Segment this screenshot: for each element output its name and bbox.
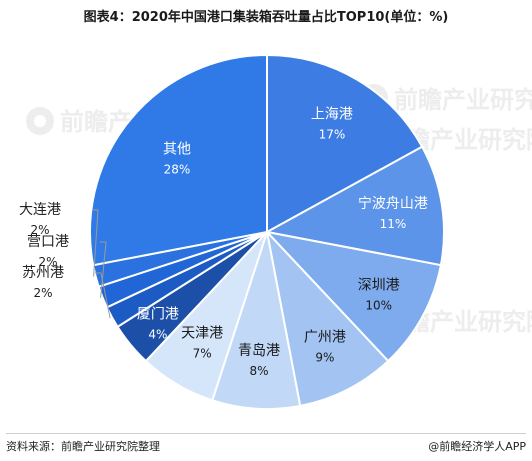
slice-label: 天津港 (181, 326, 223, 342)
slice-value-label: 9% (315, 351, 334, 365)
slice-value-label: 28% (164, 163, 191, 177)
pie-slice (266, 53, 424, 234)
pie-slice (265, 228, 390, 408)
footer: 资料来源：前瞻产业研究院整理 @前瞻经济学人APP (6, 433, 526, 455)
slice-label: 上海港 (311, 106, 353, 122)
slice-label: 苏州港 (22, 265, 64, 281)
slice-value-label: 7% (193, 347, 212, 361)
pie-slice (211, 231, 302, 410)
slice-label: 大连港 (19, 202, 61, 218)
slice-value-label: 2% (38, 255, 57, 269)
pie-slice (264, 145, 445, 267)
brand-credit: @前瞻经济学人APP (428, 440, 526, 453)
leader-line (95, 272, 111, 319)
watermark-text: 前瞻产业研究院 (394, 86, 532, 114)
slice-label: 广州港 (304, 330, 346, 346)
slice-value-label: 17% (319, 127, 346, 141)
slice-label: 厦门港 (137, 306, 179, 322)
slice-label: 深圳港 (358, 277, 400, 293)
leader-line (100, 241, 107, 298)
slice-label: 宁波舟山港 (358, 195, 428, 212)
slice-value-label: 2% (30, 223, 49, 237)
footer-divider (6, 433, 526, 434)
slice-label: 营口港 (27, 234, 69, 250)
slice-label: 青岛港 (238, 343, 280, 359)
slice-label: 其他 (163, 142, 191, 158)
pie-slice (264, 230, 443, 363)
slice-value-label: 4% (148, 327, 167, 341)
leader-line (92, 209, 99, 277)
slice-value-label: 11% (380, 217, 407, 231)
pie-slice (89, 53, 268, 267)
slice-value-label: 10% (365, 298, 392, 312)
watermark-logo (26, 107, 54, 135)
slice-value-label: 8% (249, 364, 268, 378)
chart-title: 图表4：2020年中国港口集装箱吞吐量占比TOP10(单位：%) (83, 10, 449, 25)
source-note: 资料来源：前瞻产业研究院整理 (6, 440, 160, 453)
slice-value-label: 2% (33, 286, 52, 300)
